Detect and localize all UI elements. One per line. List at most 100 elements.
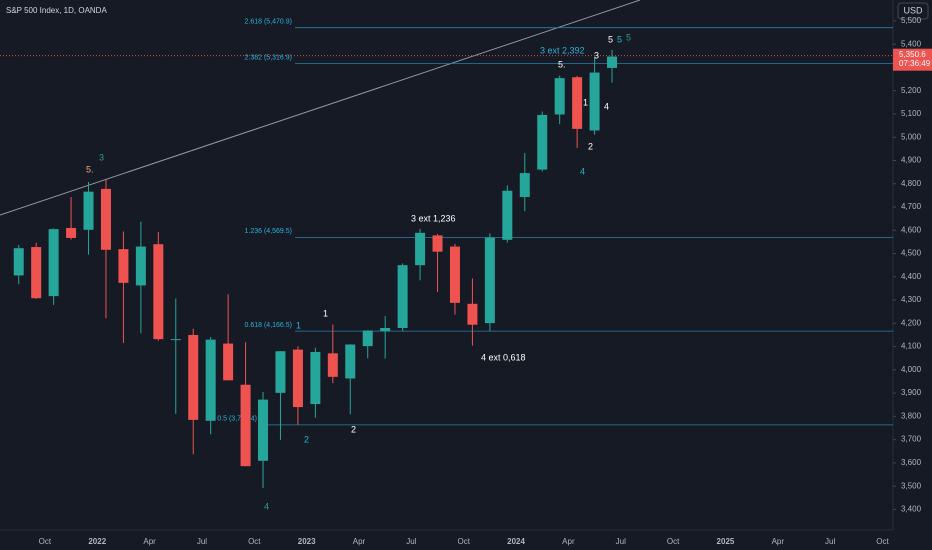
candle-body: [66, 227, 77, 238]
wave-label: 2: [588, 141, 593, 151]
x-tick-label: 2025: [717, 537, 735, 546]
x-tick-label: 2023: [298, 537, 316, 546]
candle-body: [205, 339, 216, 421]
x-tick-label: Oct: [39, 537, 52, 546]
x-tick-label: Oct: [876, 537, 889, 546]
wave-label: 1: [583, 97, 588, 107]
candle-body: [258, 399, 269, 461]
x-tick-label: Oct: [248, 537, 261, 546]
candle-body: [13, 248, 24, 276]
y-tick-label: 4,500: [901, 249, 922, 258]
fib-level-label: 2.382 (5,316.9): [245, 54, 292, 61]
candle-body: [589, 72, 600, 131]
y-tick-label: 4,900: [901, 156, 922, 165]
candle-body: [537, 114, 548, 170]
currency-button[interactable]: [897, 2, 929, 20]
wave-label: 1: [323, 308, 328, 318]
trendline: [0, 0, 641, 216]
wave-label: 4: [580, 166, 585, 176]
x-tick-label: Oct: [667, 537, 680, 546]
y-tick-label: 3,900: [901, 388, 922, 397]
wave-label: 5.: [86, 164, 94, 174]
candle-body: [48, 229, 59, 297]
y-tick-label: 3,600: [901, 458, 922, 467]
candle-body: [100, 188, 111, 250]
wave-label: 5: [626, 32, 631, 42]
chart-title: S&P 500 Index, 1D, OANDA: [6, 6, 107, 15]
wave-label: 5: [608, 34, 613, 44]
candle-body: [310, 351, 321, 405]
y-tick-label: 3,500: [901, 481, 922, 490]
fib-level-label: 0.618 (4,166.5): [245, 322, 292, 329]
last-price-label: 5,350.6: [899, 50, 926, 59]
wave-label: 4: [604, 101, 609, 111]
wave-label: 1: [296, 320, 301, 330]
candle-body: [170, 339, 181, 341]
fib-level-label: 1.236 (4,569.5): [245, 228, 292, 235]
y-tick-label: 4,600: [901, 225, 922, 234]
candle-body: [188, 334, 199, 420]
y-tick-label: 4,100: [901, 342, 922, 351]
wave-label: 2: [351, 424, 356, 434]
currency-label[interactable]: USD: [903, 5, 923, 15]
fib-level-label: 0.5 (3,763.4): [217, 416, 257, 423]
countdown-label: 07:36:49: [899, 59, 931, 68]
candle-body: [607, 56, 618, 68]
candle-body: [362, 330, 373, 347]
candle-body: [380, 327, 391, 332]
candle-body: [223, 343, 234, 381]
y-tick-label: 4,200: [901, 318, 922, 327]
candle-body: [83, 191, 94, 230]
y-tick-label: 5,100: [901, 109, 922, 118]
candle-body: [415, 232, 426, 266]
candle-body: [432, 235, 443, 252]
y-tick-label: 4,400: [901, 272, 922, 281]
wave-label: 3: [99, 152, 104, 162]
candle-body: [397, 265, 408, 328]
y-tick-label: 5,200: [901, 86, 922, 95]
wave-label: 4: [264, 501, 269, 511]
wave-label: 5.: [558, 59, 566, 69]
candle-body: [292, 349, 303, 408]
y-tick-label: 5,500: [901, 16, 922, 25]
candle-body: [572, 77, 583, 129]
candle-body: [118, 249, 129, 283]
y-tick-label: 5,000: [901, 132, 922, 141]
candle-body: [240, 384, 251, 467]
wave-label: 5: [617, 34, 622, 44]
x-tick-label: Apr: [143, 537, 156, 546]
x-tick-label: Apr: [562, 537, 575, 546]
x-tick-label: 2024: [507, 537, 525, 546]
wave-label: 4 ext 0,618: [481, 352, 526, 362]
candle-body: [327, 353, 338, 377]
wave-label: 3: [594, 50, 599, 60]
wave-label: 3 ext 2,392: [540, 45, 585, 55]
y-tick-label: 3,400: [901, 505, 922, 514]
x-tick-label: Oct: [457, 537, 470, 546]
y-tick-label: 4,800: [901, 179, 922, 188]
x-tick-label: Apr: [353, 537, 366, 546]
y-tick-label: 3,700: [901, 435, 922, 444]
x-tick-label: Apr: [772, 537, 785, 546]
fib-level-label: 2.618 (5,470.9): [245, 19, 292, 26]
y-tick-label: 5,400: [901, 39, 922, 48]
candle-body: [31, 247, 42, 299]
candle-body: [275, 351, 286, 393]
wave-label: 2: [304, 434, 309, 444]
candle-body: [135, 246, 146, 286]
candle-body: [467, 303, 478, 325]
x-tick-label: Jul: [406, 537, 416, 546]
x-tick-label: Jul: [197, 537, 207, 546]
candle-body: [519, 173, 530, 198]
x-tick-label: 2022: [88, 537, 106, 546]
candle-body: [554, 78, 565, 115]
y-tick-label: 4,700: [901, 202, 922, 211]
last-price-tag: [893, 48, 932, 71]
y-tick-label: 4,300: [901, 295, 922, 304]
candle-body: [153, 244, 164, 340]
candle-body: [449, 246, 460, 303]
x-tick-label: Jul: [616, 537, 626, 546]
y-tick-label: 3,800: [901, 411, 922, 420]
x-tick-label: Jul: [825, 537, 835, 546]
